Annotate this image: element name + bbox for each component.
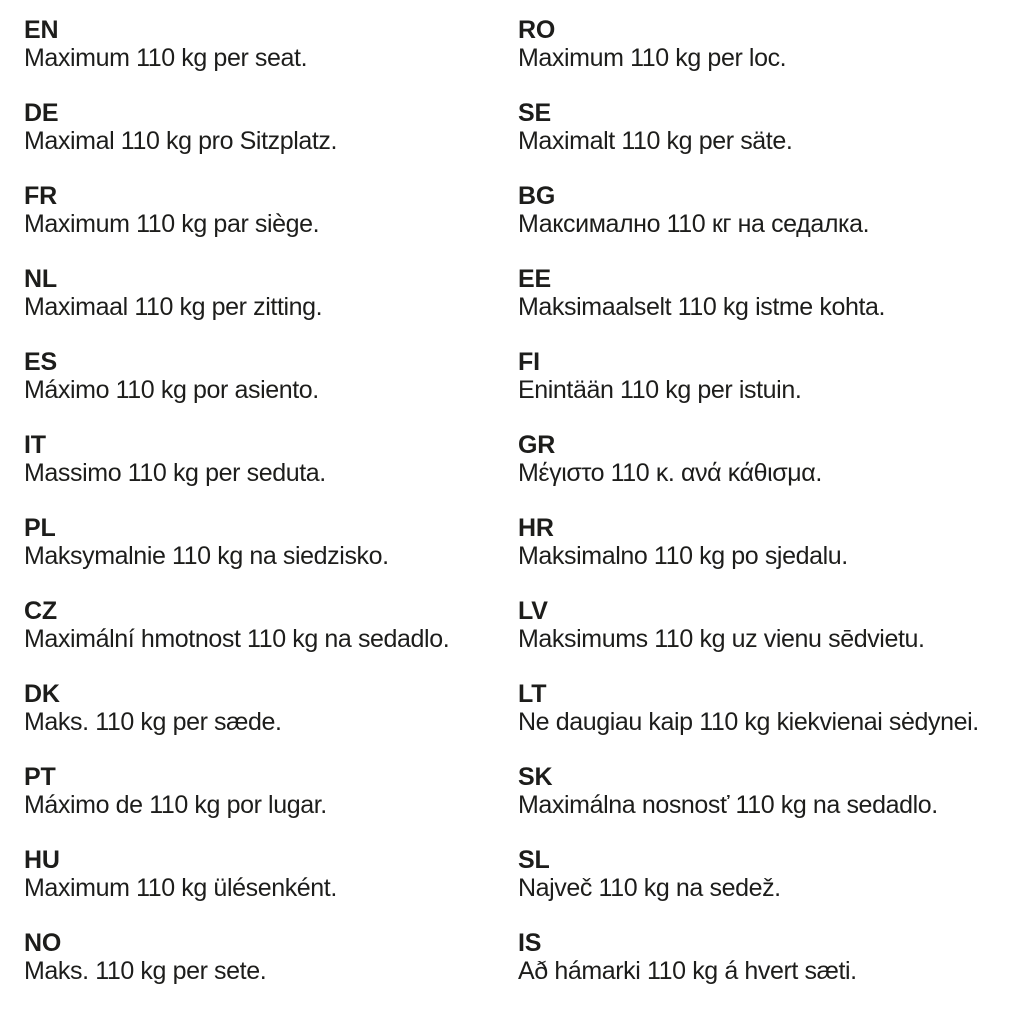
entry-de: DE Maximal 110 kg pro Sitzplatz. [24,99,518,155]
language-code-fr: FR [24,182,57,210]
translation-text-lv: Maksimums 110 kg uz vienu sēdvietu. [518,625,925,653]
entry-cz: CZ Maximální hmotnost 110 kg na sedadlo. [24,597,518,653]
entry-dk: DK Maks. 110 kg per sæde. [24,680,518,736]
translation-text-fi: Enintään 110 kg per istuin. [518,376,802,404]
entry-pt: PT Máximo de 110 kg por lugar. [24,763,518,819]
entry-ee: EE Maksimaalselt 110 kg istme kohta. [518,265,1024,321]
language-code-dk: DK [24,680,60,708]
translation-text-ro: Maximum 110 kg per loc. [518,44,787,72]
translation-text-fr: Maximum 110 kg par siège. [24,210,320,238]
language-code-is: IS [518,929,542,957]
entry-ro: RO Maximum 110 kg per loc. [518,16,1024,72]
entry-hu: HU Maximum 110 kg ülésenként. [24,846,518,902]
translation-text-se: Maximalt 110 kg per säte. [518,127,793,155]
translation-text-hr: Maksimalno 110 kg po sjedalu. [518,542,848,570]
language-code-es: ES [24,348,57,376]
language-code-pt: PT [24,763,56,791]
language-code-en: EN [24,16,59,44]
language-code-sk: SK [518,763,553,791]
translation-text-cz: Maximální hmotnost 110 kg na sedadlo. [24,625,450,653]
entry-sk: SK Maximálna nosnosť 110 kg na sedadlo. [518,763,1024,819]
language-code-pl: PL [24,514,56,542]
language-code-sl: SL [518,846,550,874]
language-code-it: IT [24,431,46,459]
entry-fi: FI Enintään 110 kg per istuin. [518,348,1024,404]
translation-text-bg: Максимално 110 кг на седалка. [518,210,870,238]
translation-text-dk: Maks. 110 kg per sæde. [24,708,282,736]
language-code-gr: GR [518,431,556,459]
language-code-ee: EE [518,265,551,293]
translation-text-sl: Največ 110 kg na sedež. [518,874,781,902]
translation-text-is: Að hámarki 110 kg á hvert sæti. [518,957,857,985]
language-code-hr: HR [518,514,554,542]
language-code-fi: FI [518,348,540,376]
language-code-lv: LV [518,597,548,625]
translation-text-pt: Máximo de 110 kg por lugar. [24,791,327,819]
translation-text-pl: Maksymalnie 110 kg na siedzisko. [24,542,389,570]
translation-text-lt: Ne daugiau kaip 110 kg kiekvienai sėdyne… [518,708,979,736]
language-code-ro: RO [518,16,556,44]
entry-fr: FR Maximum 110 kg par siège. [24,182,518,238]
translation-text-gr: Μέγιστο 110 κ. ανά κάθισμα. [518,459,822,487]
entry-en: EN Maximum 110 kg per seat. [24,16,518,72]
entry-no: NO Maks. 110 kg per sete. [24,929,518,985]
entry-se: SE Maximalt 110 kg per säte. [518,99,1024,155]
entry-hr: HR Maksimalno 110 kg po sjedalu. [518,514,1024,570]
entry-es: ES Máximo 110 kg por asiento. [24,348,518,404]
entry-pl: PL Maksymalnie 110 kg na siedzisko. [24,514,518,570]
language-code-se: SE [518,99,551,127]
translation-text-de: Maximal 110 kg pro Sitzplatz. [24,127,338,155]
language-code-lt: LT [518,680,547,708]
language-code-no: NO [24,929,62,957]
language-code-nl: NL [24,265,57,293]
translation-text-ee: Maksimaalselt 110 kg istme kohta. [518,293,886,321]
entry-it: IT Massimo 110 kg per seduta. [24,431,518,487]
language-code-de: DE [24,99,59,127]
entry-bg: BG Максимално 110 кг на седалка. [518,182,1024,238]
entry-lv: LV Maksimums 110 kg uz vienu sēdvietu. [518,597,1024,653]
entry-gr: GR Μέγιστο 110 κ. ανά κάθισμα. [518,431,1024,487]
entry-is: IS Að hámarki 110 kg á hvert sæti. [518,929,1024,985]
language-code-hu: HU [24,846,60,874]
entry-nl: NL Maximaal 110 kg per zitting. [24,265,518,321]
translation-text-es: Máximo 110 kg por asiento. [24,376,319,404]
translation-text-sk: Maximálna nosnosť 110 kg na sedadlo. [518,791,938,819]
translation-text-hu: Maximum 110 kg ülésenként. [24,874,337,902]
entry-sl: SL Največ 110 kg na sedež. [518,846,1024,902]
entry-lt: LT Ne daugiau kaip 110 kg kiekvienai sėd… [518,680,1024,736]
translation-text-no: Maks. 110 kg per sete. [24,957,267,985]
right-column: RO Maximum 110 kg per loc. SE Maximalt 1… [518,16,1024,1012]
language-code-bg: BG [518,182,556,210]
translation-text-en: Maximum 110 kg per seat. [24,44,308,72]
translation-text-nl: Maximaal 110 kg per zitting. [24,293,323,321]
translation-text-it: Massimo 110 kg per seduta. [24,459,326,487]
left-column: EN Maximum 110 kg per seat. DE Maximal 1… [24,16,518,1012]
language-code-cz: CZ [24,597,57,625]
